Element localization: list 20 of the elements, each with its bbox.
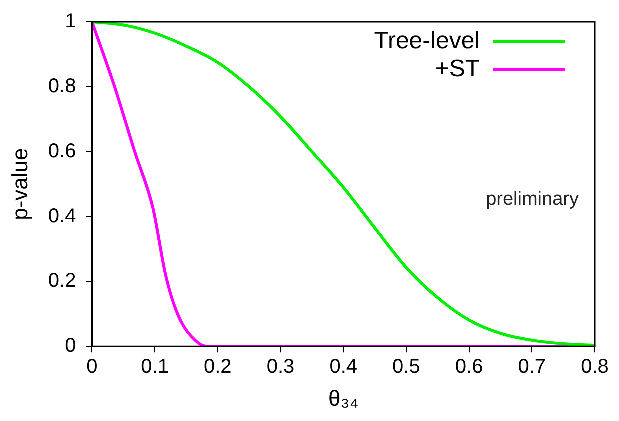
y-tick-label: 0 (65, 335, 76, 358)
y-tick-label: 0.8 (48, 75, 76, 98)
y-tick-label: 0.2 (48, 270, 76, 292)
x-tick-label: 0.6 (455, 356, 484, 378)
x-tick-label: 0.3 (266, 356, 295, 378)
legend-label: Tree-level (374, 28, 480, 55)
y-tick-label: 0.4 (48, 205, 76, 228)
x-tick-label: 0.2 (204, 356, 232, 378)
y-axis-title: p-value (7, 148, 32, 220)
x-tick-label: 0.8 (581, 356, 609, 378)
x-tick-label: 0.1 (141, 356, 169, 378)
legend-label: +ST (435, 56, 480, 83)
x-axis-title: θ₃₄ (328, 386, 359, 411)
x-tick-label: 0 (86, 356, 98, 378)
x-tick-label: 0.4 (330, 356, 358, 378)
x-tick-label: 0.5 (392, 356, 420, 378)
x-tick-label: 0.7 (518, 356, 546, 378)
annotation: preliminary (486, 189, 580, 210)
y-tick-label: 0.6 (48, 140, 76, 162)
y-tick-label: 1 (65, 10, 76, 33)
